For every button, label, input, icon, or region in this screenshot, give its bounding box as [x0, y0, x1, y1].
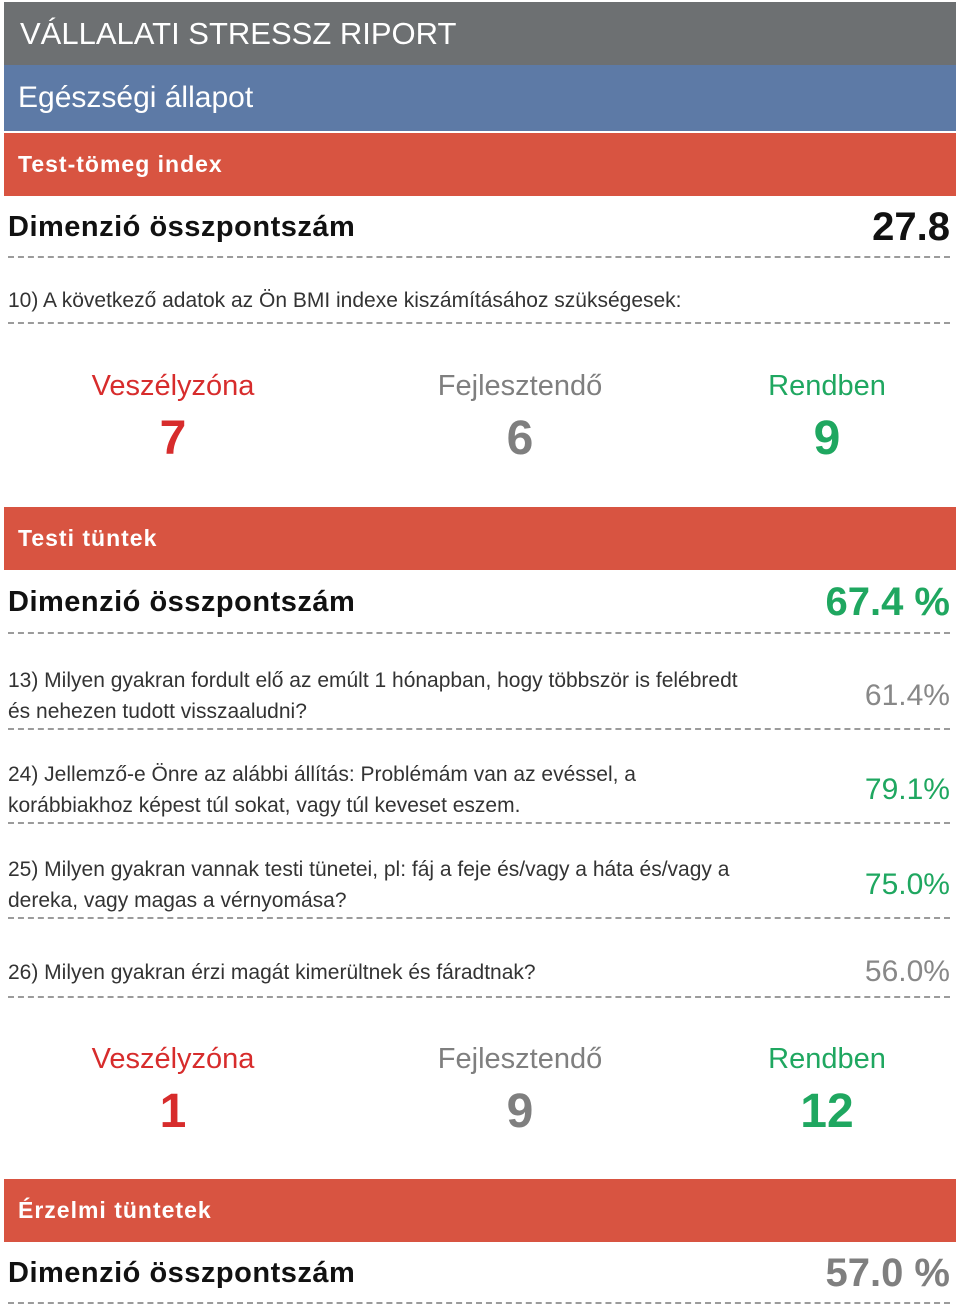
emotional-dimension-label: Dimenzió összpontszám — [8, 1256, 356, 1289]
danger-count: 7 — [159, 412, 187, 465]
develop-label: Fejlesztendő — [437, 370, 603, 402]
question-text: 26) Milyen gyakran érzi magát kimerültne… — [8, 960, 536, 984]
ok-count: 12 — [800, 1085, 854, 1138]
danger-label: Veszélyzóna — [91, 1043, 255, 1075]
danger-label: Veszélyzóna — [91, 370, 255, 402]
emotional-header: Érzelmi tüntetek — [4, 1179, 956, 1242]
physical-zone-danger: Veszélyzóna 1 — [23, 1043, 323, 1139]
develop-count: 6 — [506, 412, 534, 465]
bmi-zone-danger: Veszélyzóna 7 — [23, 370, 323, 466]
develop-label: Fejlesztendő — [437, 1043, 603, 1075]
physical-dimension-row: Dimenzió összpontszám 67.4 % — [8, 572, 950, 634]
bmi-question-text: 10) A következő adatok az Ön BMI indexe … — [8, 288, 682, 312]
bmi-dimension-value: 27.8 — [872, 204, 950, 249]
emotional-dimension-value: 57.0 % — [825, 1250, 950, 1295]
physical-zone-develop: Fejlesztendő 9 — [370, 1043, 670, 1139]
physical-header: Testi tüntek — [4, 507, 956, 570]
bmi-zone-develop: Fejlesztendő 6 — [370, 370, 670, 466]
question-row: 13) Milyen gyakran fordult elő az emúlt … — [8, 664, 950, 730]
bmi-question-row: 10) A következő adatok az Ön BMI indexe … — [8, 278, 950, 324]
emotional-dimension-row: Dimenzió összpontszám 57.0 % — [8, 1244, 950, 1304]
question-percent: 79.1% — [864, 773, 950, 806]
bmi-header: Test-tömeg index — [4, 133, 956, 196]
question-text: 13) Milyen gyakran fordult elő az emúlt … — [8, 669, 738, 723]
question-row: 26) Milyen gyakran érzi magát kimerültne… — [8, 948, 950, 998]
bmi-zone-ok: Rendben 9 — [677, 370, 960, 466]
question-text: 24) Jellemző-e Önre az alábbi állítás: P… — [8, 763, 636, 817]
question-percent: 56.0% — [864, 955, 950, 988]
bmi-dimension-label: Dimenzió összpontszám — [8, 210, 356, 243]
question-row: 25) Milyen gyakran vannak testi tünetei,… — [8, 853, 950, 919]
ok-label: Rendben — [768, 1043, 886, 1075]
bmi-dimension-row: Dimenzió összpontszám 27.8 — [8, 198, 950, 258]
develop-count: 9 — [506, 1085, 534, 1138]
question-text: 25) Milyen gyakran vannak testi tünetei,… — [8, 858, 730, 912]
physical-dimension-label: Dimenzió összpontszám — [8, 585, 356, 618]
section-title: Egészségi állapot — [4, 65, 956, 131]
ok-count: 9 — [813, 412, 841, 465]
ok-label: Rendben — [768, 370, 886, 402]
question-percent: 61.4% — [864, 679, 950, 712]
danger-count: 1 — [159, 1085, 187, 1138]
physical-dimension-value: 67.4 % — [825, 579, 950, 624]
question-row: 24) Jellemző-e Önre az alábbi állítás: P… — [8, 758, 950, 824]
physical-zone-ok: Rendben 12 — [677, 1043, 960, 1139]
question-percent: 75.0% — [864, 868, 950, 901]
report-title: VÁLLALATI STRESSZ RIPORT — [4, 2, 956, 65]
